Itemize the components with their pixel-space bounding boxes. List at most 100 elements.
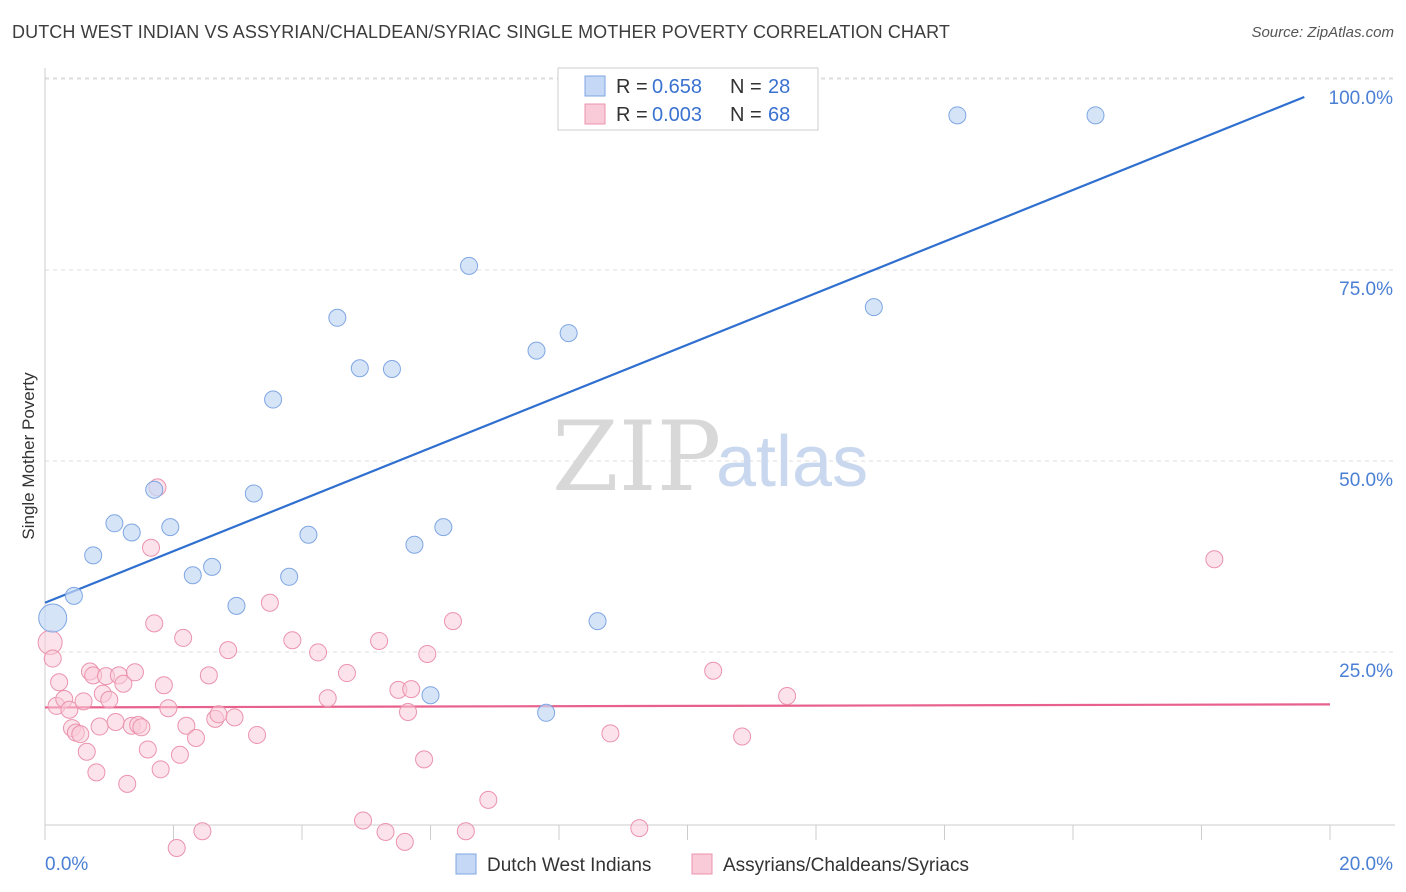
point-dutch-west-indians (122, 523, 141, 542)
point-assyrians (145, 614, 164, 633)
legend-box: R = 0.658 N = 28 R = 0.003 N = 68 (557, 67, 819, 131)
point-dutch-west-indians (203, 557, 222, 576)
point-dutch-west-indians (537, 703, 556, 722)
y-tick-label: 75.0% (1339, 279, 1393, 300)
point-dutch-west-indians (559, 324, 578, 343)
legend-r-label-1: R = (616, 76, 648, 98)
point-assyrians (199, 666, 218, 685)
point-assyrians (418, 644, 437, 663)
point-assyrians (177, 716, 196, 735)
point-assyrians (778, 686, 797, 705)
point-assyrians (415, 750, 434, 769)
point-dutch-west-indians (244, 484, 263, 503)
watermark-atlas: atlas (716, 422, 868, 502)
point-assyrians (283, 631, 302, 650)
grid-lines (45, 77, 1395, 653)
y-tick-label: 100.0% (1329, 88, 1394, 109)
y-axis-label: Single Mother Poverty (19, 372, 38, 540)
point-assyrians (142, 538, 161, 557)
point-dutch-west-indians (84, 546, 103, 565)
y-tick-label: 25.0% (1339, 661, 1393, 682)
legend-n-value-1: 28 (768, 76, 790, 98)
point-assyrians (43, 649, 62, 668)
point-dutch-west-indians (328, 308, 347, 327)
point-assyrians (402, 680, 421, 699)
point-dutch-west-indians (299, 525, 318, 544)
watermark: ZIP atlas (552, 401, 868, 513)
point-assyrians (209, 705, 228, 724)
trendline-dutch-west-indians (44, 95, 1305, 604)
point-assyrians (118, 774, 137, 793)
point-assyrians (479, 790, 498, 809)
point-assyrians (50, 673, 69, 692)
point-assyrians (354, 811, 373, 830)
point-assyrians (395, 832, 414, 851)
point-assyrians (71, 725, 90, 744)
legend-n-value-2: 68 (768, 104, 790, 126)
watermark-zip: ZIP (552, 401, 721, 513)
point-assyrians (225, 708, 244, 727)
point-dutch-west-indians (588, 612, 607, 631)
point-assyrians (370, 631, 389, 650)
point-dutch-west-indians (460, 256, 479, 275)
point-assyrians (125, 663, 144, 682)
point-assyrians (601, 724, 620, 743)
point-assyrians (260, 593, 279, 612)
data-points (37, 106, 1224, 858)
source-credit: Source: ZipAtlas.com (1251, 24, 1394, 41)
point-dutch-west-indians (527, 341, 546, 360)
bottom-legend: Dutch West Indians Assyrians/Chaldeans/S… (455, 853, 969, 876)
point-assyrians (186, 728, 205, 747)
point-dutch-west-indians (421, 686, 440, 705)
point-assyrians (399, 703, 418, 722)
point-assyrians (1205, 550, 1224, 569)
legend-swatch-pink (584, 103, 606, 125)
point-dutch-west-indians (350, 359, 369, 378)
point-assyrians (733, 727, 752, 746)
point-assyrians (219, 641, 238, 660)
point-assyrians (74, 692, 93, 711)
legend-r-value-1: 0.658 (652, 76, 702, 98)
x-tick-label: 20.0% (1339, 854, 1393, 875)
point-dutch-west-indians (183, 566, 202, 585)
bottom-legend-label-1: Dutch West Indians (487, 855, 651, 876)
point-assyrians (318, 689, 337, 708)
point-assyrians (170, 745, 189, 764)
legend-n-label-1: N = (730, 76, 762, 98)
point-assyrians (114, 674, 133, 693)
trendline-assyrians (44, 703, 1331, 709)
point-dutch-west-indians (264, 390, 283, 409)
point-assyrians (704, 661, 723, 680)
x-tick-labels: 0.0% 20.0% (45, 854, 1393, 875)
point-assyrians (174, 628, 193, 647)
x-tick-label: 0.0% (45, 854, 88, 875)
y-tick-label: 50.0% (1339, 470, 1393, 491)
point-dutch-west-indians (280, 567, 299, 586)
y-tick-labels: 25.0% 50.0% 75.0% 100.0% (1329, 88, 1394, 682)
bottom-legend-swatch-blue (455, 853, 477, 875)
point-dutch-west-indians (227, 596, 246, 615)
point-assyrians (100, 690, 119, 709)
bottom-legend-swatch-pink (691, 853, 713, 875)
point-dutch-west-indians (405, 535, 424, 554)
trend-lines (44, 95, 1331, 709)
point-dutch-west-indians (948, 106, 967, 125)
legend-r-label-2: R = (616, 104, 648, 126)
point-assyrians (630, 819, 649, 838)
point-assyrians (456, 822, 475, 841)
legend-n-label-2: N = (730, 104, 762, 126)
point-assyrians (77, 742, 96, 761)
point-assyrians (90, 717, 109, 736)
point-assyrians (443, 612, 462, 631)
legend-swatch-blue (584, 75, 606, 97)
point-assyrians (151, 760, 170, 779)
axes (44, 68, 1395, 840)
point-dutch-west-indians (434, 518, 453, 537)
point-dutch-west-indians (382, 359, 401, 378)
point-dutch-west-indians (64, 586, 83, 605)
point-dutch-west-indians (1086, 106, 1105, 125)
point-dutch-west-indians (145, 480, 164, 499)
point-assyrians (193, 822, 212, 841)
point-dutch-west-indians (105, 514, 124, 533)
point-assyrians (309, 643, 328, 662)
